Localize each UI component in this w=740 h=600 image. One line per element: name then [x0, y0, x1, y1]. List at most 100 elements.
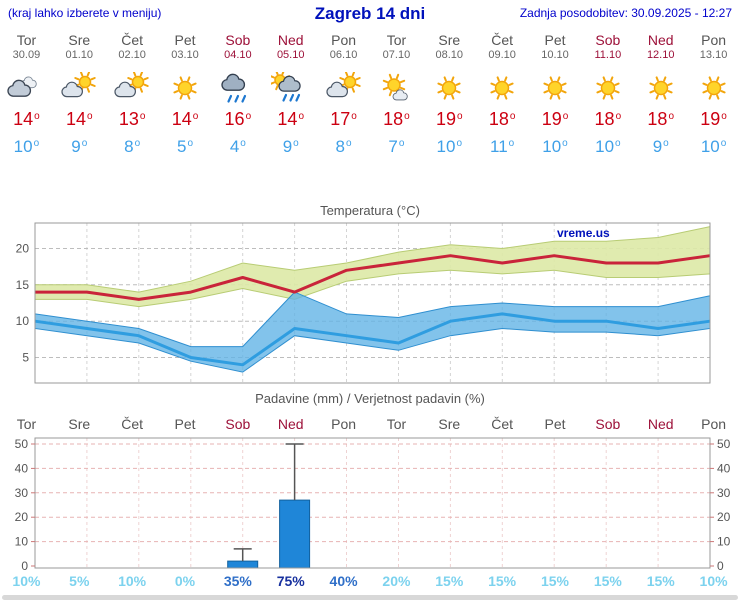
location-menu-note: (kraj lahko izberete v meniju) — [8, 6, 162, 20]
day-date: 13.10 — [699, 49, 728, 61]
svg-text:10: 10 — [16, 314, 30, 328]
day-low-temp: 5o — [159, 137, 212, 157]
day-name: Pet — [174, 32, 196, 48]
degree-symbol: o — [346, 138, 352, 149]
precip-probability: 10% — [118, 573, 147, 589]
day-column[interactable]: Pet 03.10 14o 5o — [159, 32, 212, 157]
day-high-temp: 18o — [581, 109, 634, 130]
day-date: 10.10 — [541, 49, 569, 61]
day-icon-wrap — [370, 72, 423, 104]
temp-min-line — [34, 312, 711, 367]
svg-text:50: 50 — [717, 437, 731, 451]
day-high-temp: 19o — [529, 109, 582, 130]
svg-text:20: 20 — [717, 510, 731, 524]
precip-day-label: Pet — [174, 416, 196, 432]
partly-cloudy-icon — [325, 71, 361, 98]
day-column[interactable]: Ned 12.10 18o 9o — [634, 32, 687, 157]
svg-text:10: 10 — [15, 535, 29, 549]
precipitation-chart: 0 0 10 10 20 20 30 30 40 40 50 50 — [0, 436, 740, 573]
day-icon-wrap — [423, 72, 476, 104]
high-temp-value: 16 — [224, 109, 245, 129]
day-name: Sob — [595, 32, 621, 48]
day-name: Tor — [16, 32, 37, 48]
day-column[interactable]: Sre 08.10 19o 10o — [423, 32, 476, 157]
degree-symbol: o — [720, 138, 727, 149]
low-temp-value: 11 — [490, 137, 508, 156]
precip-day-label: Tor — [386, 416, 407, 432]
day-low-temp: 9o — [634, 137, 687, 157]
svg-text:0: 0 — [717, 559, 724, 570]
degree-symbol: o — [668, 111, 674, 122]
day-icon-wrap — [106, 71, 159, 104]
high-temp-value: 18 — [488, 109, 509, 129]
day-column[interactable]: Pon 13.10 19o 10o — [687, 32, 740, 157]
sunny-icon — [490, 76, 514, 100]
precip-day-label: Tor — [16, 416, 37, 432]
low-temp-value: 9 — [652, 137, 663, 156]
precip-probability: 15% — [488, 573, 517, 589]
day-column[interactable]: Ned 05.10 14o 9o — [264, 32, 317, 157]
day-column[interactable]: Sre 01.10 14o 9o — [53, 32, 106, 157]
day-name: Sob — [225, 32, 251, 48]
precip-day-label: Pon — [701, 416, 727, 432]
high-temp-value: 14 — [13, 109, 34, 129]
precip-day-label: Pon — [331, 416, 357, 432]
precip-bar — [227, 560, 259, 569]
degree-symbol: o — [34, 111, 40, 122]
degree-symbol: o — [245, 111, 252, 122]
day-date: 03.10 — [171, 49, 199, 61]
day-column[interactable]: Pon 06.10 17o 8o — [317, 32, 370, 157]
horizontal-scrollbar[interactable] — [2, 595, 738, 600]
precipitation-chart-title: Padavine (mm) / Verjetnost padavin (%) — [255, 391, 485, 406]
day-icon-wrap — [317, 71, 370, 104]
low-temp-value: 10 — [13, 137, 33, 156]
temperature-chart-title: Temperatura (°C) — [320, 203, 420, 218]
precip-probability: 15% — [435, 573, 464, 589]
precip-day-label: Ned — [647, 416, 674, 432]
day-low-temp: 9o — [264, 137, 317, 157]
degree-symbol: o — [562, 111, 569, 122]
day-column[interactable]: Čet 09.10 18o 11o — [476, 32, 529, 157]
precip-day-label: Ned — [277, 416, 304, 432]
day-name: Čet — [121, 32, 144, 48]
low-temp-value: 7 — [388, 137, 398, 156]
precip-probability: 5% — [69, 573, 90, 589]
day-column[interactable]: Tor 07.10 18o 7o — [370, 32, 423, 157]
day-column[interactable]: Sob 11.10 18o 10o — [581, 32, 634, 157]
low-temp-value: 10 — [436, 137, 456, 156]
day-name: Pon — [331, 32, 357, 48]
high-temp-value: 17 — [330, 109, 351, 129]
high-temp-value: 14 — [171, 109, 192, 129]
cloudy-icon — [7, 76, 38, 97]
day-high-temp: 14o — [0, 109, 53, 130]
partly-cloudy-icon — [114, 71, 149, 98]
day-column[interactable]: Tor 30.09 14o 10o — [0, 32, 53, 157]
high-temp-value: 13 — [118, 109, 139, 129]
sunny-icon — [649, 76, 673, 100]
day-column[interactable]: Čet 02.10 13o 8o — [106, 32, 159, 157]
temperature-chart-svg: 5 10 15 20 vreme.us — [16, 222, 711, 384]
degree-symbol: o — [562, 138, 568, 149]
last-update-label: Zadnja posodobitev: 30.09.2025 - 12:27 — [519, 6, 732, 20]
precip-probability: 15% — [540, 573, 569, 589]
high-temp-value: 14 — [65, 109, 86, 129]
day-icon-wrap — [211, 72, 264, 104]
day-name: Tor — [386, 32, 407, 48]
day-low-temp: 7o — [370, 137, 423, 157]
sunny-icon — [543, 76, 567, 100]
precip-probability-row: 10% 5% 10% 0% 35% 75% 40% 20% 15% 15% 15% 15% 15% 10% — [0, 573, 740, 589]
precip-probability: 40% — [329, 573, 358, 589]
degree-symbol: o — [615, 111, 622, 122]
svg-text:10: 10 — [717, 535, 731, 549]
day-low-temp: 10o — [581, 137, 634, 157]
svg-text:40: 40 — [15, 461, 29, 475]
precip-day-label: Sre — [438, 416, 461, 432]
day-low-temp: 10o — [529, 137, 582, 157]
day-column[interactable]: Pet 10.10 19o 10o — [529, 32, 582, 157]
degree-symbol: o — [192, 111, 199, 122]
day-column[interactable]: Sob 04.10 16o 4o — [211, 32, 264, 157]
degree-symbol: o — [139, 111, 146, 122]
sunny-icon — [437, 76, 461, 100]
watermark-vreme-us: vreme.us — [557, 226, 610, 240]
day-high-temp: 19o — [687, 109, 740, 130]
